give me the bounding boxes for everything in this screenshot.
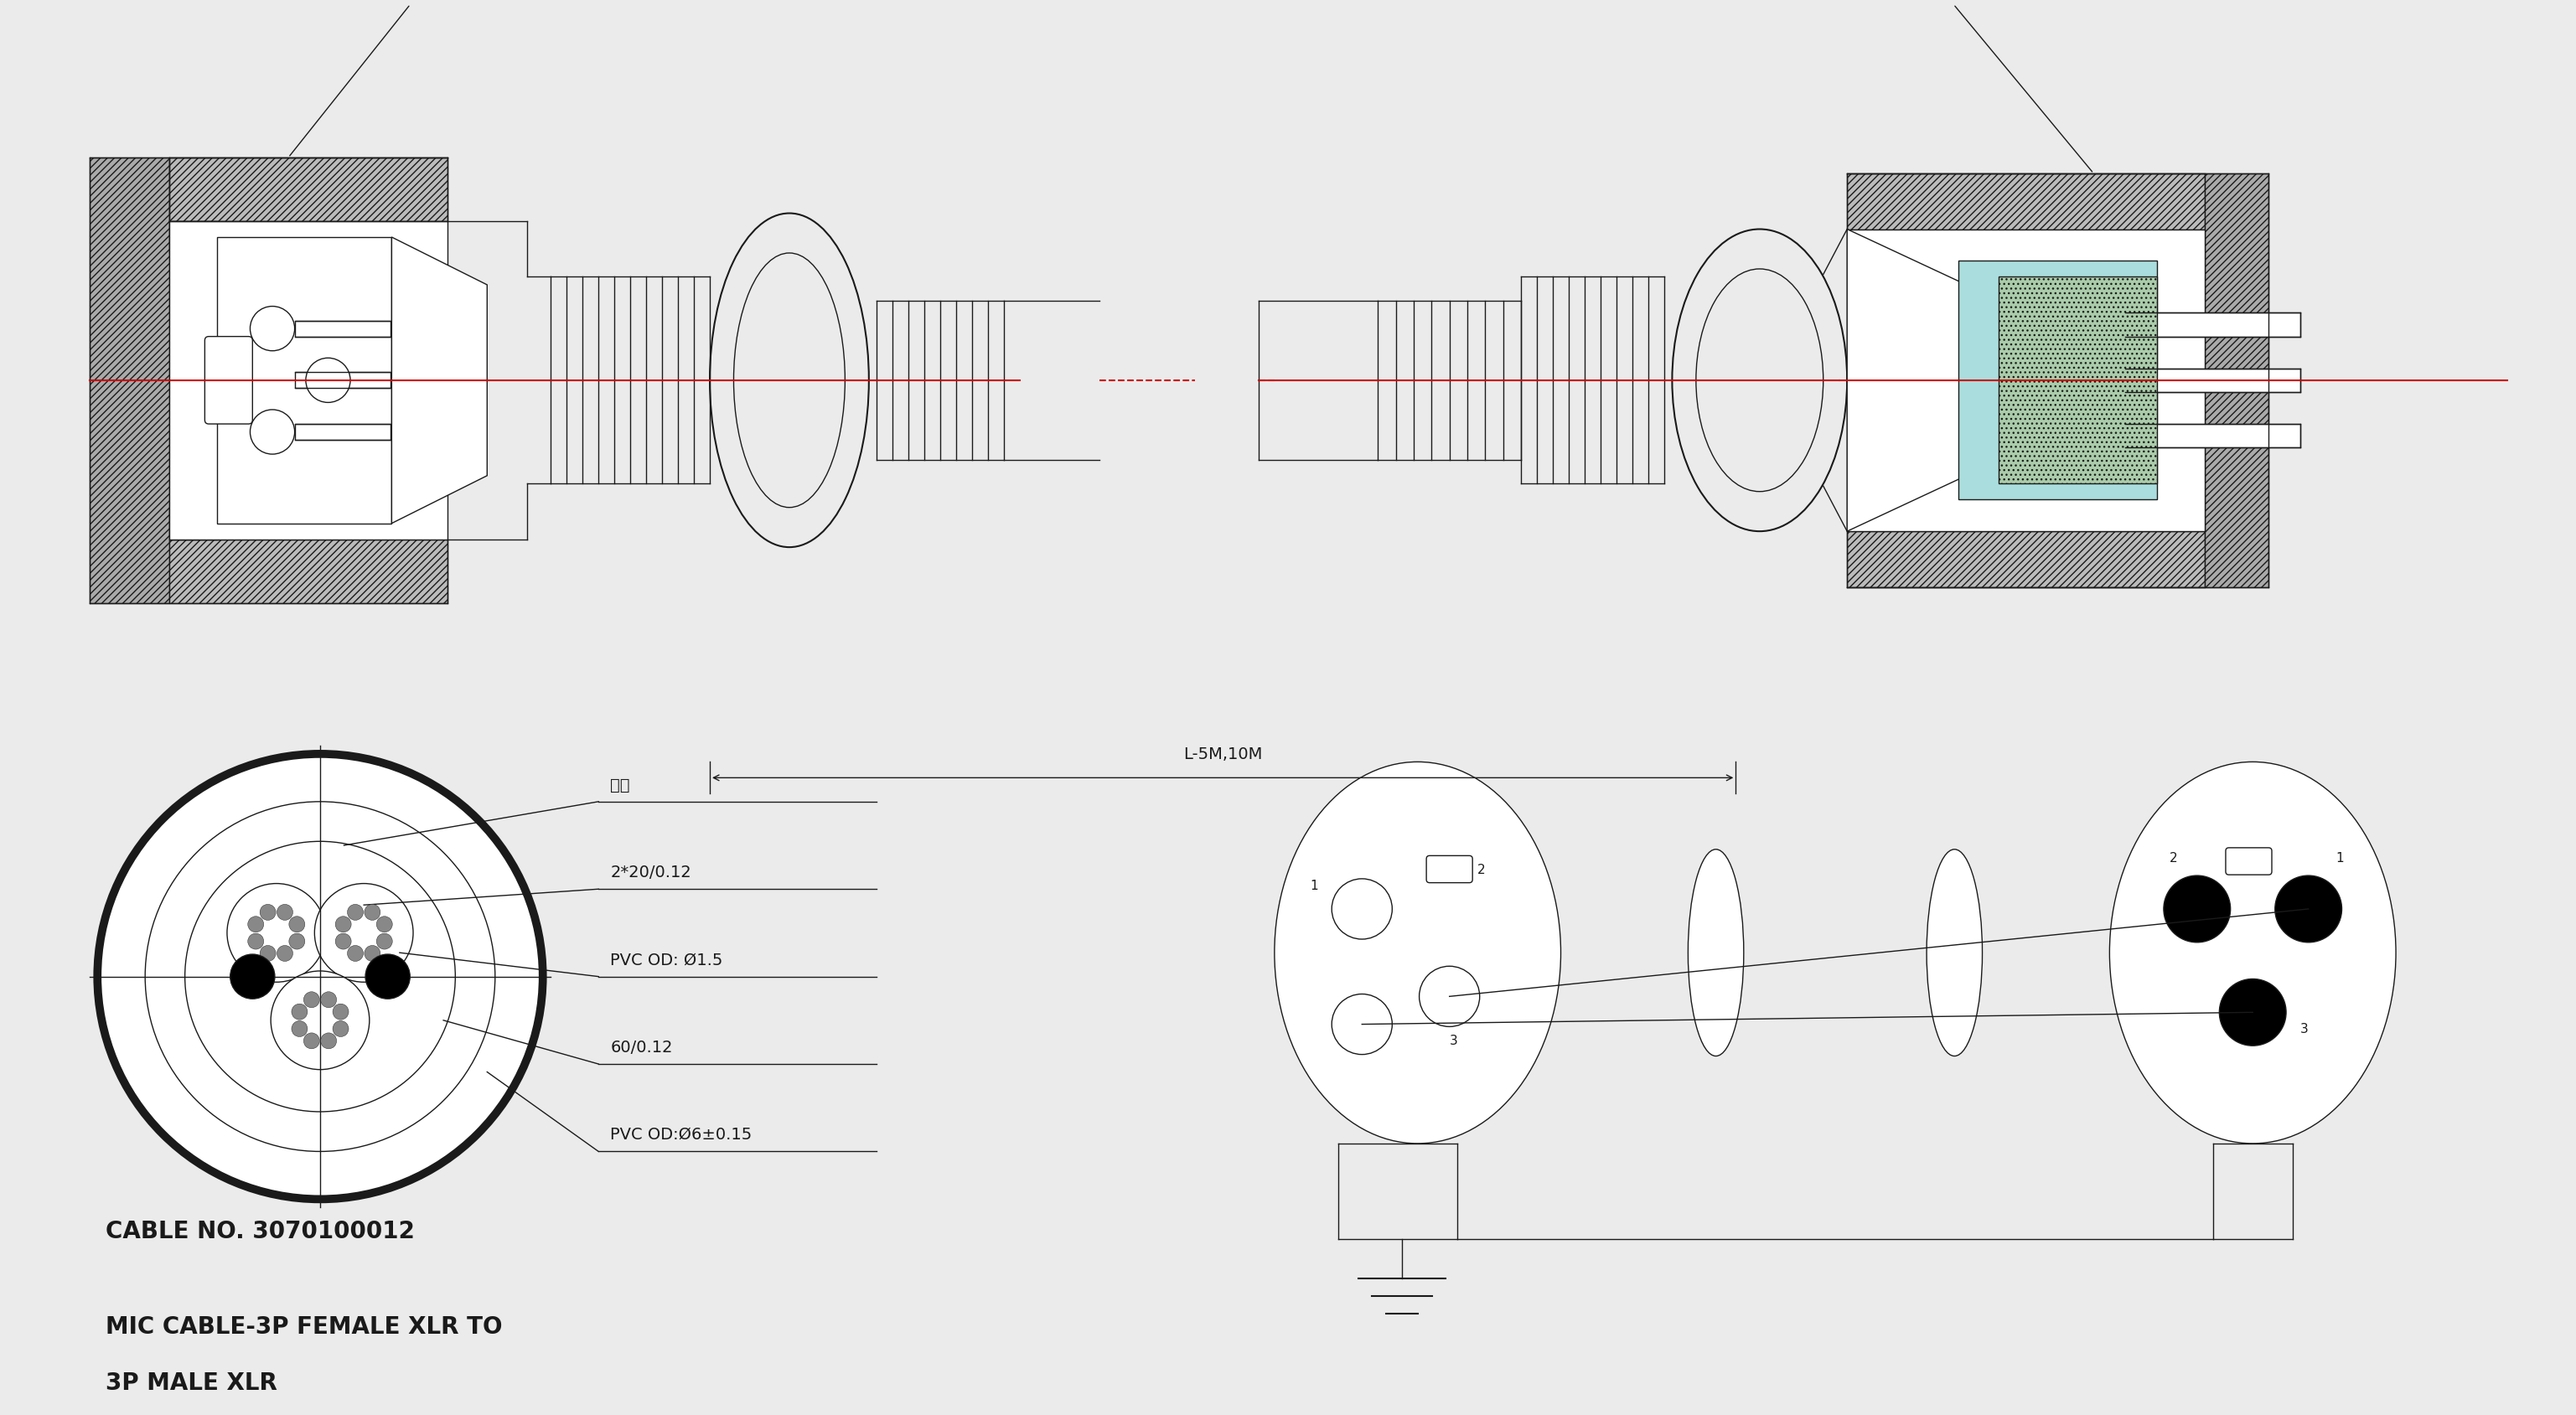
Text: PVC OD: Ø1.5: PVC OD: Ø1.5 xyxy=(611,951,724,968)
Text: PVC OD:Ø6±0.15: PVC OD:Ø6±0.15 xyxy=(611,1126,752,1142)
Bar xyxy=(170,539,448,603)
Circle shape xyxy=(319,1033,337,1049)
Circle shape xyxy=(376,917,392,932)
Bar xyxy=(2125,313,2300,337)
Circle shape xyxy=(289,934,304,949)
Circle shape xyxy=(319,992,337,1007)
Circle shape xyxy=(332,1005,348,1020)
Polygon shape xyxy=(1847,229,1965,532)
Circle shape xyxy=(185,842,456,1112)
FancyBboxPatch shape xyxy=(2226,848,2272,874)
Circle shape xyxy=(335,934,350,949)
Circle shape xyxy=(250,410,294,454)
Text: 1: 1 xyxy=(2336,852,2344,865)
Circle shape xyxy=(2164,876,2231,942)
Circle shape xyxy=(376,934,392,949)
Ellipse shape xyxy=(734,253,845,508)
Text: 3P MALE XLR: 3P MALE XLR xyxy=(106,1370,278,1394)
Bar xyxy=(294,374,389,389)
Bar xyxy=(170,158,448,222)
FancyBboxPatch shape xyxy=(1427,856,1473,883)
Ellipse shape xyxy=(711,214,868,548)
Circle shape xyxy=(1332,879,1391,940)
Circle shape xyxy=(304,1033,319,1049)
Ellipse shape xyxy=(1687,849,1744,1056)
Circle shape xyxy=(289,917,304,932)
Text: SVP556S-M-1: SVP556S-M-1 xyxy=(289,0,469,157)
FancyBboxPatch shape xyxy=(204,337,252,424)
Bar xyxy=(2125,424,2300,449)
Text: CABLE NO. 3070100012: CABLE NO. 3070100012 xyxy=(106,1220,415,1242)
Bar xyxy=(1999,277,2156,484)
Bar xyxy=(170,222,216,253)
Circle shape xyxy=(144,802,495,1152)
Bar xyxy=(1847,532,2205,587)
Text: 1: 1 xyxy=(1311,879,1319,891)
Bar xyxy=(216,238,392,524)
Circle shape xyxy=(278,904,294,921)
Ellipse shape xyxy=(1672,229,1847,532)
Circle shape xyxy=(2275,876,2342,942)
Text: 2: 2 xyxy=(1476,863,1486,876)
Circle shape xyxy=(348,945,363,962)
Text: 2*20/0.12: 2*20/0.12 xyxy=(611,865,690,880)
Circle shape xyxy=(366,955,410,999)
Circle shape xyxy=(291,1005,307,1020)
Text: SVP555S-M-1: SVP555S-M-1 xyxy=(1896,0,2092,173)
Bar xyxy=(294,424,389,440)
Bar xyxy=(1958,262,2156,499)
Circle shape xyxy=(260,904,276,921)
Circle shape xyxy=(332,1022,348,1037)
Bar xyxy=(1847,229,2205,532)
Bar xyxy=(170,222,448,539)
Bar xyxy=(170,508,216,539)
Ellipse shape xyxy=(1695,270,1824,492)
Circle shape xyxy=(314,884,412,982)
Bar xyxy=(2205,174,2269,587)
Text: 60/0.12: 60/0.12 xyxy=(611,1039,672,1054)
Bar xyxy=(2125,369,2300,393)
Circle shape xyxy=(247,917,263,932)
Circle shape xyxy=(363,945,381,962)
Circle shape xyxy=(307,358,350,403)
Text: 2: 2 xyxy=(2169,852,2177,865)
Circle shape xyxy=(270,971,368,1070)
Circle shape xyxy=(98,754,544,1200)
Circle shape xyxy=(1419,966,1479,1027)
Circle shape xyxy=(335,917,350,932)
Circle shape xyxy=(229,955,276,999)
Circle shape xyxy=(2221,979,2285,1046)
Circle shape xyxy=(260,945,276,962)
Text: 3: 3 xyxy=(1450,1034,1458,1047)
Circle shape xyxy=(247,934,263,949)
Ellipse shape xyxy=(2110,763,2396,1143)
Circle shape xyxy=(227,884,325,982)
Circle shape xyxy=(363,904,381,921)
Circle shape xyxy=(348,904,363,921)
Text: 棉线: 棉线 xyxy=(611,777,631,792)
Bar xyxy=(90,158,170,603)
Circle shape xyxy=(250,307,294,351)
Bar xyxy=(294,321,389,337)
Text: 3: 3 xyxy=(2300,1023,2308,1034)
Circle shape xyxy=(278,945,294,962)
Text: L-5M,10M: L-5M,10M xyxy=(1182,746,1262,763)
Bar xyxy=(1847,174,2205,229)
Ellipse shape xyxy=(1927,849,1984,1056)
Circle shape xyxy=(1332,995,1391,1054)
Polygon shape xyxy=(392,238,487,524)
Circle shape xyxy=(304,992,319,1007)
Text: MIC CABLE-3P FEMALE XLR TO: MIC CABLE-3P FEMALE XLR TO xyxy=(106,1315,502,1339)
Ellipse shape xyxy=(1275,763,1561,1143)
Circle shape xyxy=(291,1022,307,1037)
